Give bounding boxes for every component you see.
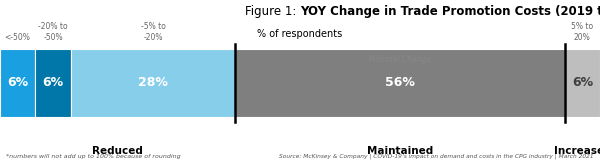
Text: 6%: 6%	[7, 76, 28, 89]
Text: Increased: Increased	[554, 146, 600, 156]
Bar	[35, 49, 71, 117]
Text: Minimal Change: Minimal Change	[369, 55, 431, 64]
Text: Figure 1:: Figure 1:	[245, 5, 300, 18]
Text: 6%: 6%	[43, 76, 64, 89]
Text: -5% to
-20%: -5% to -20%	[140, 22, 166, 42]
Text: *numbers will not add up to 100% because of rounding: *numbers will not add up to 100% because…	[6, 154, 181, 159]
Text: 6%: 6%	[572, 76, 593, 89]
Text: -20% to
-50%: -20% to -50%	[38, 22, 68, 42]
Bar	[235, 49, 565, 117]
Bar	[0, 49, 35, 117]
Text: Source: McKinsey & Company | COVID-19’s impact on demand and costs in the CPG in: Source: McKinsey & Company | COVID-19’s …	[280, 153, 594, 159]
Text: <-50%: <-50%	[5, 33, 31, 42]
Text: Reduced: Reduced	[92, 146, 143, 156]
Bar	[565, 49, 600, 117]
Bar	[71, 49, 235, 117]
Text: 56%: 56%	[385, 76, 415, 89]
Text: 5% to
20%: 5% to 20%	[571, 22, 593, 42]
Text: YOY Change in Trade Promotion Costs (2019 to 2020, Q2): YOY Change in Trade Promotion Costs (201…	[300, 5, 600, 18]
Text: % of respondents: % of respondents	[257, 29, 343, 39]
Text: Maintained: Maintained	[367, 146, 433, 156]
Text: 28%: 28%	[138, 76, 168, 89]
